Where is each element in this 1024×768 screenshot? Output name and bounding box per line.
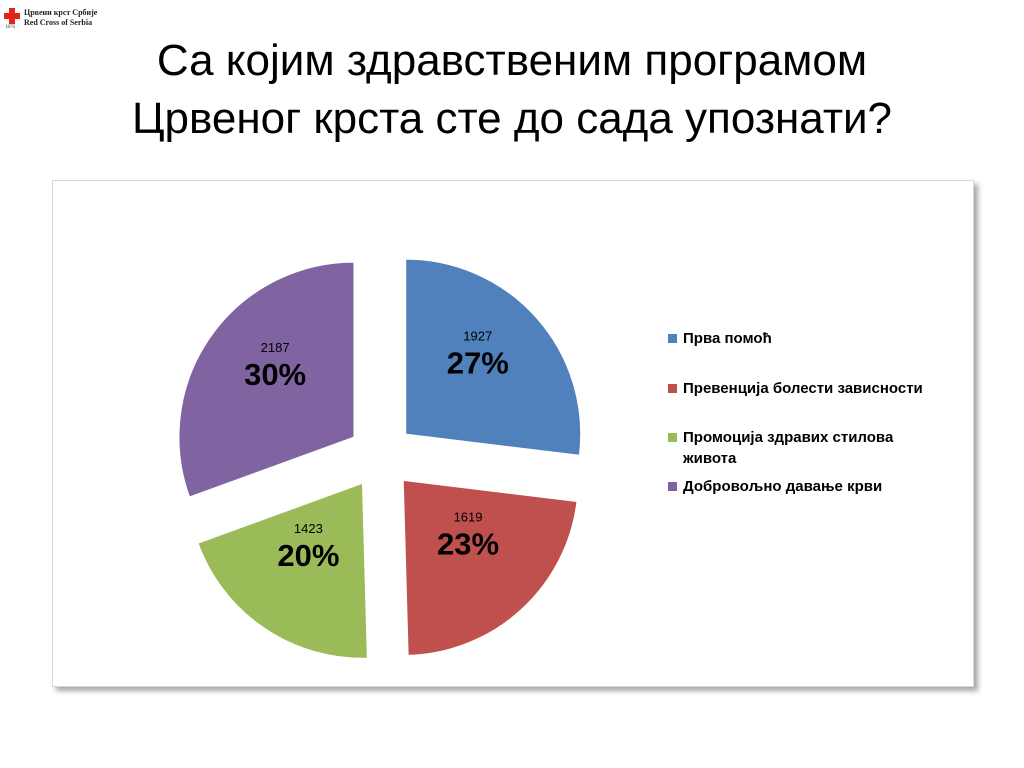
data-label-percent-healthy-lifestyle: 20% <box>277 538 339 573</box>
data-label-value-blood-donation: 2187 <box>261 340 290 355</box>
pie-slice-addiction-prevention <box>402 479 578 656</box>
legend-swatch-healthy-lifestyle <box>668 433 677 442</box>
legend-label-first-aid: Прва помоћ <box>683 330 772 347</box>
slide-title-line-2: Црвеног крста сте до сада упознати? <box>131 94 893 143</box>
data-label-value-healthy-lifestyle: 1423 <box>294 521 323 536</box>
pie-slice-blood-donation <box>178 261 355 498</box>
legend-item-addiction-prevention: Превенција болести зависности <box>668 378 963 399</box>
legend-label-addiction-prevention: Превенција болести зависности <box>683 380 923 397</box>
data-label-percent-first-aid: 27% <box>447 345 509 380</box>
data-label-percent-blood-donation: 30% <box>244 357 306 392</box>
legend-item-first-aid: Прва помоћ <box>668 328 963 349</box>
pie-slice-healthy-lifestyle <box>197 482 368 659</box>
legend-swatch-addiction-prevention <box>668 384 677 393</box>
slide-title-line-1: Са којим здравственим програмом <box>156 36 868 85</box>
logo-text-english: Red Cross of Serbia <box>24 18 93 27</box>
data-label-percent-addiction-prevention: 23% <box>437 527 499 562</box>
slide-title: Са којим здравственим програмом Црвеног … <box>0 32 1024 148</box>
logo-text-serbian: Црвени крст Србије <box>24 8 98 17</box>
red-cross-logo: 1876 Црвени крст Србије Red Cross of Ser… <box>4 4 104 34</box>
legend-swatch-blood-donation <box>668 482 677 491</box>
legend-label-healthy-lifestyle: Промоција здравих стилова живота <box>683 429 894 467</box>
legend-item-blood-donation: Добровољно давање крви <box>668 476 963 497</box>
legend-swatch-first-aid <box>668 334 677 343</box>
legend-item-healthy-lifestyle: Промоција здравих стилова живота <box>668 427 913 469</box>
pie-slice-first-aid <box>405 258 582 456</box>
data-label-value-addiction-prevention: 1619 <box>454 510 483 525</box>
red-cross-icon <box>4 8 20 24</box>
data-label-value-first-aid: 1927 <box>463 328 492 343</box>
logo-year: 1876 <box>5 25 15 30</box>
legend-label-blood-donation: Добровољно давање крви <box>683 478 883 495</box>
